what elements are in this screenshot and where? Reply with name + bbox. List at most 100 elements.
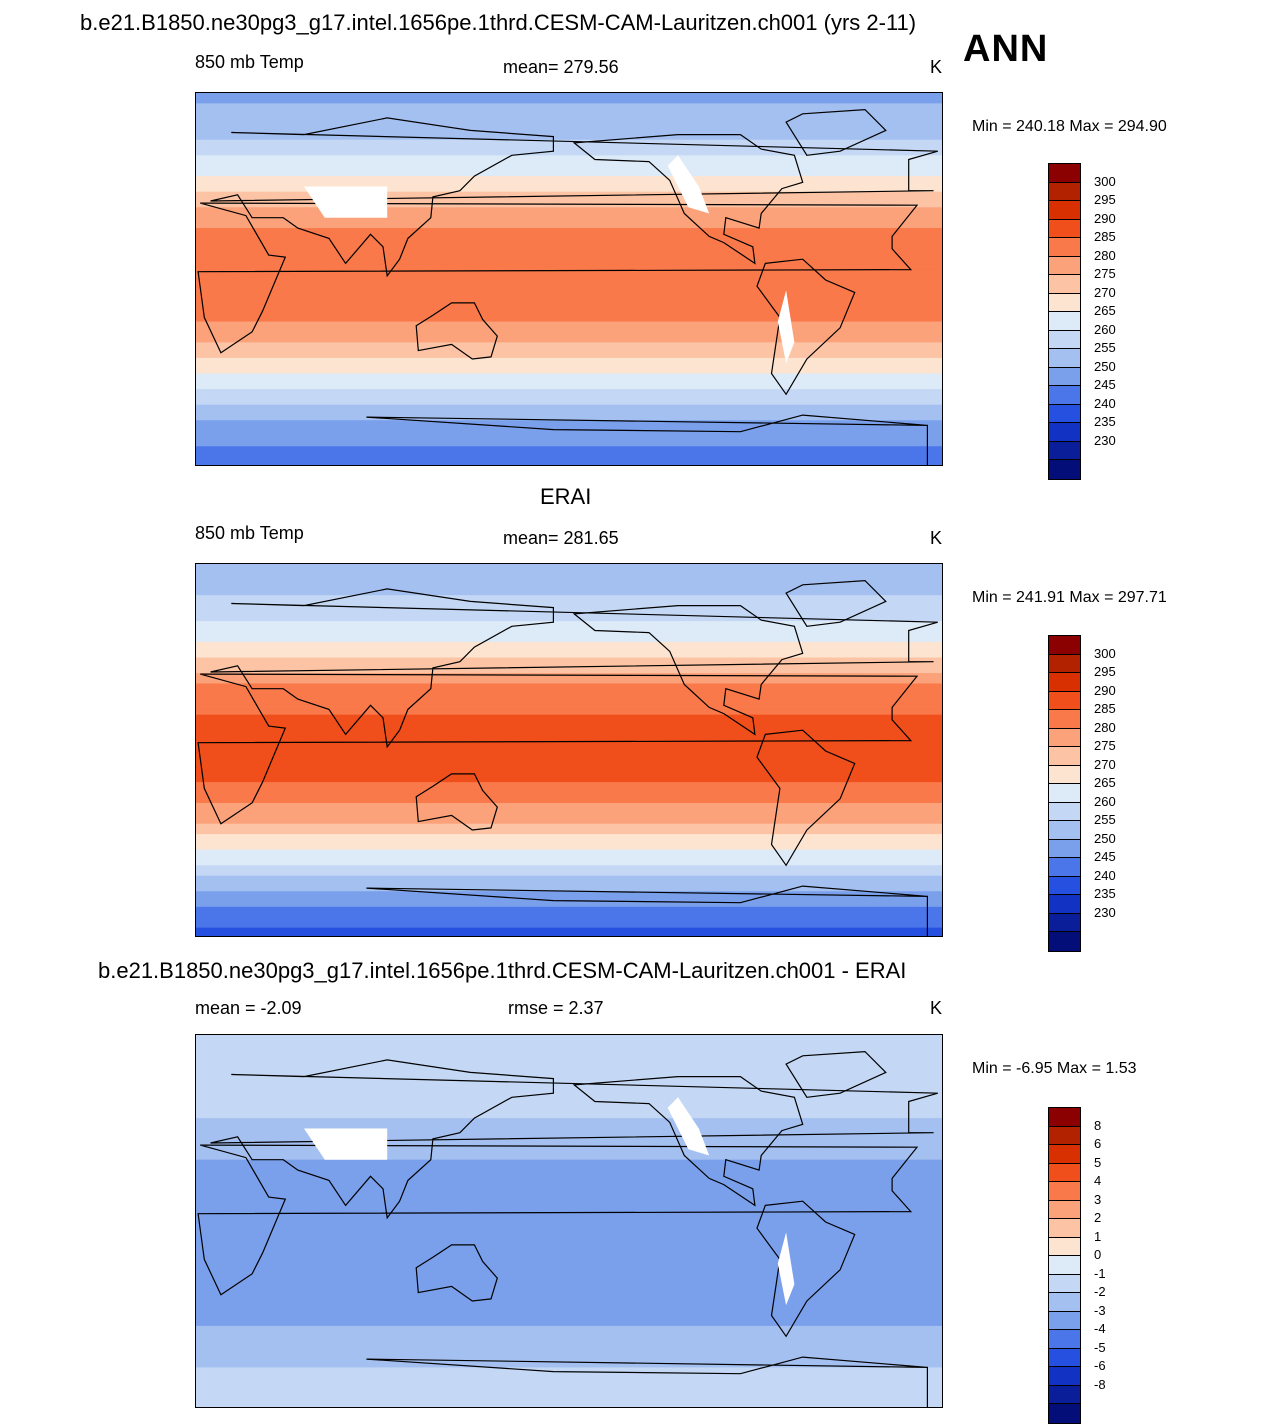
panel2-zonal-band: [196, 828, 942, 835]
panel2-zonal-band: [196, 792, 942, 799]
panel3-missing-data: [304, 1128, 388, 1160]
panel3-zonal-band: [196, 1273, 942, 1280]
panel3-zonal-band: [196, 1211, 942, 1218]
panel1-zonal-band: [196, 212, 942, 219]
panel2-zonal-band: [196, 875, 942, 882]
panel2-zonal-band: [196, 745, 942, 752]
panel2-colorbar-tick-label: 265: [1094, 775, 1116, 790]
panel2-contour-plot: [196, 564, 942, 936]
panel2-zonal-band: [196, 657, 942, 664]
panel1-zonal-band: [196, 264, 942, 271]
panel2-zonal-band: [196, 818, 942, 825]
panel3-coastline: [210, 1059, 938, 1220]
panel2-zonal-band: [196, 678, 942, 685]
panel1-zonal-band: [196, 461, 942, 465]
panel3-zonal-band: [196, 1331, 942, 1337]
panel1-zonal-band: [196, 430, 942, 437]
panel3-colorbar-swatch: [1049, 1293, 1080, 1312]
panel2-colorbar-tick-label: 270: [1094, 756, 1116, 772]
panel2-zonal-band: [196, 766, 942, 773]
panel2-zonal-band: [196, 589, 942, 596]
panel1-zonal-band: [196, 337, 942, 343]
panel1-zonal-band: [196, 446, 942, 453]
panel2-zonal-band: [196, 865, 942, 872]
panel2-zonal-band: [196, 802, 942, 809]
panel3-colorbar-tick-label: 5: [1094, 1154, 1102, 1170]
panel2-zonal-band: [196, 776, 942, 783]
panel3-coastline: [197, 1144, 919, 1296]
panel3-zonal-band: [196, 1351, 942, 1358]
panel2-colorbar-tick-label: 280: [1094, 719, 1116, 735]
panel3-colorbar-swatch: [1049, 1219, 1080, 1238]
panel1-zonal-band: [196, 352, 942, 359]
panel2-zonal-band: [196, 719, 942, 726]
panel1-coastline: [415, 302, 498, 360]
panel1-colorbar-swatch: [1049, 293, 1080, 312]
panel2-zonal-band: [196, 797, 942, 804]
panel3-colorbar-tick-label: -5: [1094, 1339, 1106, 1355]
panel1-colorbar-tick-label: 270: [1094, 284, 1116, 300]
panel3-zonal-band: [196, 1107, 942, 1114]
panel1-missing-data: [777, 290, 795, 364]
panel3-zonal-band: [196, 1362, 942, 1369]
panel1-zonal-band: [196, 118, 942, 125]
panel3-zonal-band: [196, 1196, 942, 1202]
panel2-zonal-band: [196, 771, 942, 778]
panel1-colorbar-tick-label: 230: [1094, 432, 1116, 448]
panel3-zonal-band: [196, 1066, 942, 1072]
panel3-zonal-band: [196, 1315, 942, 1322]
panel1-zonal-band: [196, 290, 942, 297]
panel1-zonal-band: [196, 202, 942, 208]
panel2-zonal-band: [196, 870, 942, 877]
panel3-zonal-band: [196, 1185, 942, 1192]
panel3-zonal-band: [196, 1206, 942, 1213]
panel2-colorbar-swatch: [1049, 802, 1080, 821]
panel2-zonal-band: [196, 823, 942, 830]
panel3-zonal-band: [196, 1149, 942, 1156]
panel1-colorbar-swatch: [1049, 330, 1080, 349]
panel2-zonal-band: [196, 579, 942, 586]
panel3-rmse: rmse = 2.37: [508, 998, 604, 1018]
panel2-colorbar-swatch: [1049, 858, 1080, 877]
panel2-colorbar-tick-label: 235: [1094, 886, 1116, 901]
panel3-zonal-band: [196, 1320, 942, 1327]
panel2-zonal-band: [196, 782, 942, 788]
panel1-missing-data: [667, 155, 710, 214]
panel2-zonal-band: [196, 917, 942, 924]
panel3-zonal-band: [196, 1159, 942, 1166]
panel2-title: ERAI: [540, 484, 592, 509]
panel2-mean: mean= 281.65: [503, 528, 619, 548]
panel2-colorbar-swatch: [1049, 913, 1080, 932]
panel3-zonal-band: [196, 1102, 942, 1109]
panel1-zonal-band: [196, 280, 942, 286]
panel2-zonal-band: [196, 849, 942, 856]
panel1-zonal-band: [196, 248, 942, 255]
panel1-zonal-band: [196, 363, 942, 369]
panel3-zonal-band: [196, 1289, 942, 1296]
panel1-colorbar-tick-label: 275: [1094, 266, 1116, 281]
panel2-zonal-band: [196, 667, 942, 674]
panel3-zonal-band: [196, 1305, 942, 1311]
panel3-zonal-band: [196, 1247, 942, 1254]
panel2-zonal-band: [196, 906, 942, 913]
panel2-colorbar-swatch: [1049, 765, 1080, 784]
panel2-zonal-band: [196, 932, 942, 936]
panel3-zonal-band: [196, 1216, 942, 1223]
panel3-coastlines: [197, 1050, 938, 1407]
panel3-coastline: [366, 1356, 928, 1407]
panel2-zonal-band: [196, 854, 942, 861]
panel3-zonal-band: [196, 1060, 942, 1067]
panel1-zonal-band: [196, 347, 942, 354]
panel1-zonal-band: [196, 129, 942, 136]
panel1-colorbar-tick-label: 250: [1094, 358, 1116, 374]
panel3-zonal-band: [196, 1097, 942, 1104]
panel2-zonal-band: [196, 787, 942, 794]
panel3-zonal-band: [196, 1128, 942, 1135]
panel3-zonal-band: [196, 1232, 942, 1239]
panel3-zonal-band: [196, 1346, 942, 1353]
panel1-zonal-band: [196, 233, 942, 240]
panel1-colorbar-swatch: [1049, 238, 1080, 257]
panel1-units: K: [930, 57, 943, 77]
panel3-colorbar-tick-label: 1: [1094, 1228, 1102, 1244]
panel3-zonal-band: [196, 1403, 942, 1407]
